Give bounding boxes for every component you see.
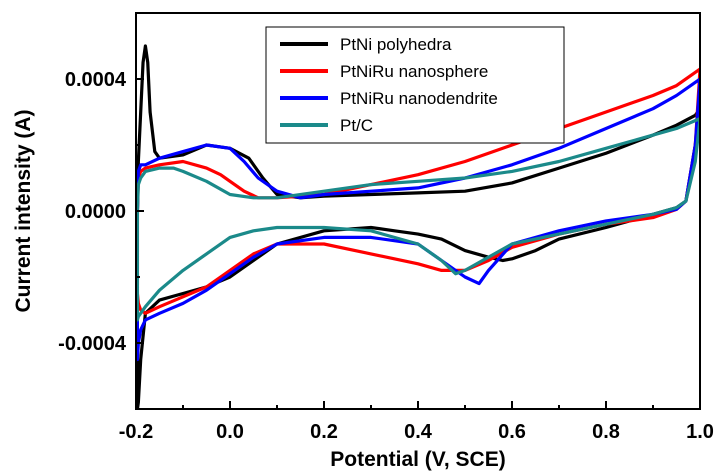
y-tick-label: 0.0000 (65, 201, 126, 223)
x-tick-label: 0.4 (404, 421, 433, 443)
x-tick-label: 0.0 (216, 421, 244, 443)
x-tick-label: 0.8 (592, 421, 620, 443)
legend-label: PtNiRu nanosphere (340, 62, 488, 81)
y-tick-label: 0.0004 (65, 69, 127, 91)
x-tick-label: 0.6 (498, 421, 526, 443)
legend: PtNi polyhedra PtNiRu nanosphere PtNiRu na… (265, 26, 565, 144)
x-axis: -0.2 0.0 0.2 0.4 0.6 0.8 1.0 (119, 401, 714, 443)
series-layer (136, 44, 700, 409)
x-axis-title: Potential (V, SCE) (330, 448, 505, 471)
y-axis-title: Current intensity (A) (12, 109, 35, 312)
legend-label: PtNi polyhedra (340, 35, 452, 54)
x-tick-label: 0.2 (310, 421, 338, 443)
y-axis: -0.0004 0.0000 0.0004 (58, 12, 144, 410)
series-line-4 (136, 117, 700, 322)
legend-label: PtNiRu nanodendrite (340, 89, 498, 108)
x-tick-label: -0.2 (119, 421, 153, 443)
legend-label: Pt/C (340, 116, 373, 135)
y-tick-label: -0.0004 (58, 333, 127, 355)
x-tick-label: 1.0 (686, 421, 714, 443)
